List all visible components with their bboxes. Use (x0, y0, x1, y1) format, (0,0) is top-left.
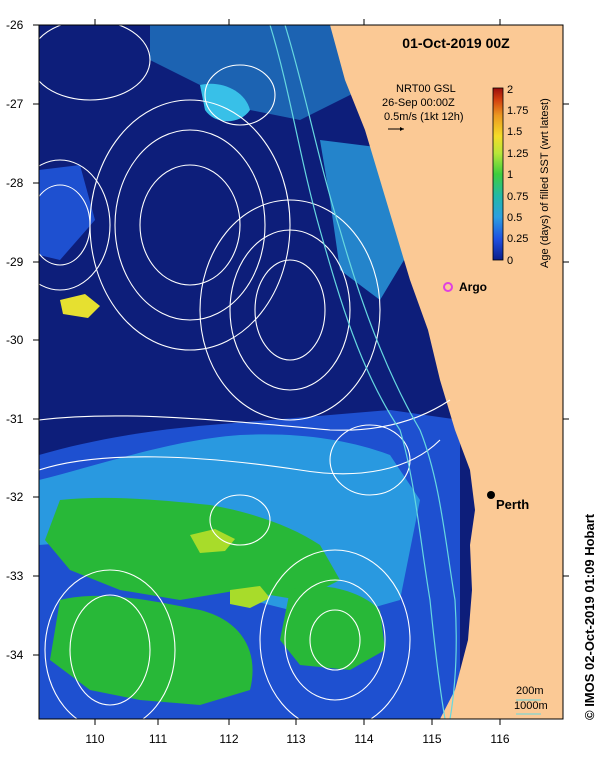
map-plot-area (39, 25, 563, 719)
colorbar-tick-label: 0.5 (507, 212, 522, 224)
x-tick-label: 113 (286, 732, 305, 746)
y-tick-label: -33 (6, 569, 24, 583)
y-tick-label: -28 (6, 176, 24, 190)
map-title: 01-Oct-2019 00Z (402, 35, 510, 51)
sst-age-patch-yellow (60, 294, 100, 318)
colorbar-tick-label: 1.5 (507, 126, 522, 138)
perth-label: Perth (496, 497, 529, 512)
isobath-lines (269, 25, 457, 719)
x-axis: 110 111 112 113 114 115 116 (85, 19, 510, 746)
colorbar-label: Age (days) of filled SST (wrt latest) (539, 98, 551, 268)
colorbar-tick-label: 0.25 (507, 233, 528, 245)
argo-float-icon (443, 282, 453, 292)
x-tick-label: 116 (490, 732, 509, 746)
colorbar-tick-label: 1.75 (507, 105, 528, 117)
sst-age-patch-lime-2 (230, 586, 270, 608)
sea-level-contours (39, 25, 451, 719)
plot-frame (38, 24, 564, 720)
sst-age-zone-north (150, 25, 380, 120)
y-tick-label: -27 (6, 97, 24, 111)
sst-age-patch-lime-1 (190, 529, 235, 553)
land-western-australia (330, 25, 563, 719)
sst-age-patch-cyan-north (200, 83, 250, 122)
x-tick-label: 112 (219, 732, 238, 746)
source-info: NRT00 GSL 26-Sep 00:00Z 0.5m/s (1kt 12h) (382, 83, 463, 131)
colorbar-gradient (492, 87, 504, 261)
y-tick-label: -34 (6, 648, 24, 662)
x-tick-label: 110 (85, 732, 104, 746)
argo-label: Argo (459, 280, 487, 294)
sst-age-zone-green-2 (50, 595, 253, 705)
colorbar-tick-label: 1 (507, 169, 513, 181)
colorbar-tick-label: 0 (507, 255, 513, 267)
sst-age-zone-green-1 (45, 497, 340, 600)
y-tick-label: -31 (6, 412, 24, 426)
y-tick-label: -26 (6, 18, 24, 32)
x-tick-label: 114 (354, 732, 373, 746)
argo-marker: Argo (443, 280, 487, 294)
isobath-legend-label-2: 1000m (514, 700, 548, 712)
sst-age-zone-west (39, 165, 95, 260)
source-info-line2: 26-Sep 00:00Z (382, 97, 455, 109)
y-tick-label: -29 (6, 255, 24, 269)
isobath-legend: 200m 1000m (514, 685, 548, 715)
x-tick-label: 111 (149, 732, 168, 746)
colorbar-tick-label: 1.25 (507, 148, 528, 160)
y-tick-label: -32 (6, 490, 24, 504)
source-info-line3: 0.5m/s (1kt 12h) (384, 111, 463, 123)
perth-marker: Perth (487, 491, 529, 512)
arrow-head-icon (400, 127, 404, 131)
y-tick-label: -30 (6, 333, 24, 347)
x-tick-label: 115 (422, 732, 441, 746)
y-axis: -26 -27 -28 -29 -30 -31 -32 -33 -34 (6, 18, 569, 662)
colorbar-tick-label: 0.75 (507, 191, 528, 203)
colorbar-tick-label: 2 (507, 84, 513, 96)
source-info-line1: NRT00 GSL (396, 83, 456, 95)
copyright-notice: © IMOS 02-Oct-2019 01:09 Hobart (582, 513, 597, 720)
isobath-legend-label-1: 200m (516, 685, 544, 697)
colorbar: 2 1.75 1.5 1.25 1 0.75 0.5 0.25 0 Age (d… (492, 84, 551, 268)
city-dot-icon (487, 491, 495, 499)
